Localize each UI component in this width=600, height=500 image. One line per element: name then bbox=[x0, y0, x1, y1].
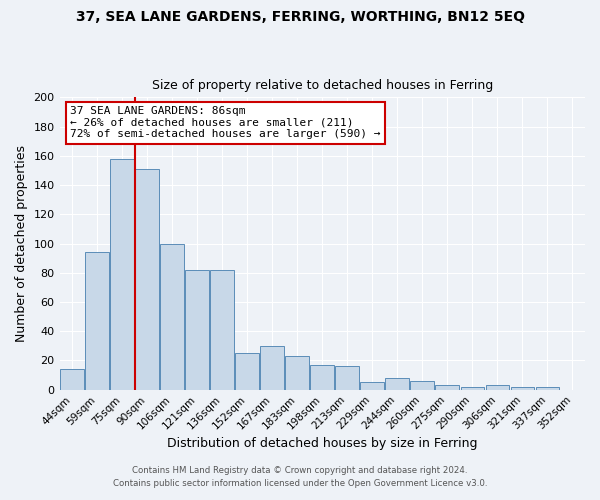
Bar bbox=[536, 387, 559, 390]
Y-axis label: Number of detached properties: Number of detached properties bbox=[15, 145, 28, 342]
Title: Size of property relative to detached houses in Ferring: Size of property relative to detached ho… bbox=[152, 79, 493, 92]
Bar bbox=[286, 356, 309, 390]
Bar bbox=[335, 366, 359, 390]
X-axis label: Distribution of detached houses by size in Ferring: Distribution of detached houses by size … bbox=[167, 437, 478, 450]
Bar bbox=[185, 270, 209, 390]
Text: 37, SEA LANE GARDENS, FERRING, WORTHING, BN12 5EQ: 37, SEA LANE GARDENS, FERRING, WORTHING,… bbox=[76, 10, 524, 24]
Bar bbox=[361, 382, 384, 390]
Bar bbox=[310, 365, 334, 390]
Bar bbox=[410, 381, 434, 390]
Bar bbox=[60, 370, 84, 390]
Bar bbox=[110, 158, 134, 390]
Bar bbox=[235, 353, 259, 390]
Bar bbox=[436, 386, 459, 390]
Bar bbox=[511, 387, 535, 390]
Bar bbox=[85, 252, 109, 390]
Bar bbox=[385, 378, 409, 390]
Bar bbox=[135, 169, 159, 390]
Bar bbox=[260, 346, 284, 390]
Bar bbox=[461, 387, 484, 390]
Text: Contains HM Land Registry data © Crown copyright and database right 2024.
Contai: Contains HM Land Registry data © Crown c… bbox=[113, 466, 487, 487]
Text: 37 SEA LANE GARDENS: 86sqm
← 26% of detached houses are smaller (211)
72% of sem: 37 SEA LANE GARDENS: 86sqm ← 26% of deta… bbox=[70, 106, 380, 140]
Bar bbox=[485, 386, 509, 390]
Bar bbox=[160, 244, 184, 390]
Bar bbox=[210, 270, 234, 390]
